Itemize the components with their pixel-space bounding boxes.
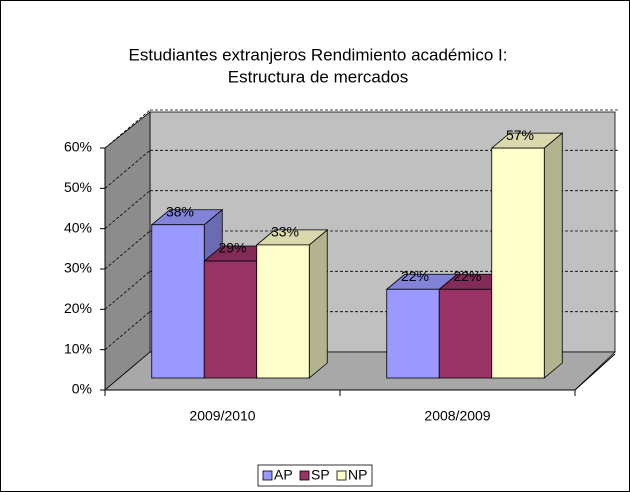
data-label: 38% [166, 203, 194, 219]
chart-title: Estudiantes extranjeros Rendimiento acad… [129, 45, 508, 64]
y-tick-label: 10% [64, 340, 92, 356]
y-tick-label: 60% [64, 139, 92, 155]
y-tick-label: 50% [64, 179, 92, 195]
x-axis [574, 353, 616, 391]
bar [151, 224, 205, 379]
x-tick-label: 2009/2010 [189, 408, 255, 424]
data-label: 22% [453, 268, 481, 284]
data-label: 29% [218, 240, 246, 256]
y-tick-label: 0% [72, 381, 92, 397]
legend-label: NP [348, 467, 367, 483]
bar [491, 147, 545, 379]
y-tick-label: 40% [64, 219, 92, 235]
data-label: 22% [401, 268, 429, 284]
y-tick-label: 30% [64, 260, 92, 276]
bar-side [308, 229, 328, 379]
legend-swatch [299, 470, 310, 481]
chart-title: Estructura de mercados [228, 67, 408, 86]
bar-side [543, 132, 563, 379]
legend-label: SP [311, 467, 330, 483]
legend-label: AP [274, 467, 293, 483]
data-label: 33% [271, 224, 299, 240]
y-tick-label: 20% [64, 300, 92, 316]
legend-swatch [262, 470, 273, 481]
bar [256, 244, 310, 379]
bar [386, 288, 440, 379]
side-wall [104, 111, 151, 391]
bar [203, 260, 258, 379]
bar [438, 288, 493, 379]
legend-swatch [336, 470, 347, 481]
plot [104, 109, 620, 379]
x-tick-label: 2008/2009 [424, 408, 490, 424]
data-label: 57% [506, 127, 534, 143]
legend [257, 464, 373, 487]
